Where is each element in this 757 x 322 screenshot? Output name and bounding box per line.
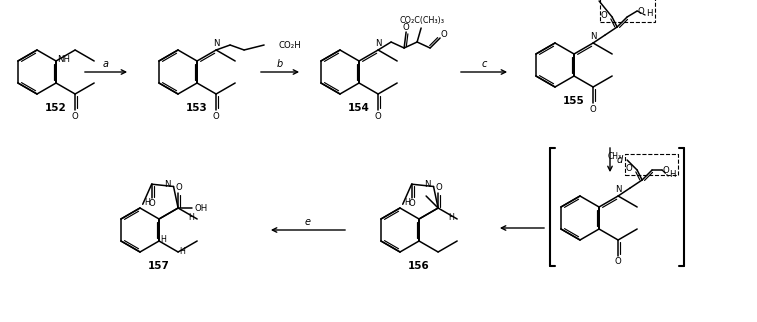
Text: O: O: [626, 164, 633, 173]
Text: e: e: [305, 217, 311, 227]
Text: O: O: [436, 183, 443, 192]
Text: c: c: [481, 59, 487, 69]
Text: O: O: [72, 111, 79, 120]
Text: N: N: [213, 39, 220, 48]
Text: NH: NH: [58, 54, 70, 63]
Text: H: H: [160, 234, 166, 243]
Text: CO₂H: CO₂H: [278, 41, 301, 50]
Text: O: O: [403, 23, 410, 32]
Text: H: H: [179, 248, 185, 257]
Text: O: O: [637, 6, 644, 15]
Text: N: N: [164, 180, 171, 189]
Text: H: H: [669, 169, 675, 178]
Text: OH: OH: [195, 204, 207, 213]
Text: d: d: [617, 155, 623, 165]
Text: 156: 156: [408, 261, 430, 271]
Text: O: O: [601, 11, 607, 20]
Text: N: N: [375, 39, 382, 48]
Text: 154: 154: [348, 103, 370, 113]
Text: CH₃: CH₃: [580, 0, 594, 2]
Text: H: H: [144, 198, 150, 207]
Text: N: N: [424, 180, 431, 189]
Text: O: O: [375, 111, 382, 120]
Text: b: b: [277, 59, 283, 69]
Text: 157: 157: [148, 261, 170, 271]
Bar: [600, 0, 655, 22]
Text: O: O: [441, 30, 447, 39]
Text: O: O: [148, 199, 155, 208]
Text: CH₃: CH₃: [608, 151, 622, 160]
Text: H: H: [403, 198, 410, 207]
Text: H: H: [646, 8, 653, 17]
Text: O: O: [408, 199, 415, 208]
Text: O: O: [662, 166, 669, 175]
Text: 155: 155: [563, 96, 585, 106]
Text: H: H: [188, 213, 194, 222]
Bar: [625, 154, 678, 175]
Text: O: O: [213, 111, 220, 120]
Text: 152: 152: [45, 103, 67, 113]
Text: N: N: [615, 185, 621, 194]
Text: N: N: [590, 32, 597, 41]
Text: a: a: [103, 59, 109, 69]
Text: O: O: [176, 183, 182, 192]
Text: H: H: [448, 213, 454, 222]
Text: CO₂C(CH₃)₃: CO₂C(CH₃)₃: [400, 15, 444, 24]
Text: O: O: [615, 258, 621, 267]
Text: 153: 153: [186, 103, 208, 113]
Text: O: O: [590, 105, 597, 113]
